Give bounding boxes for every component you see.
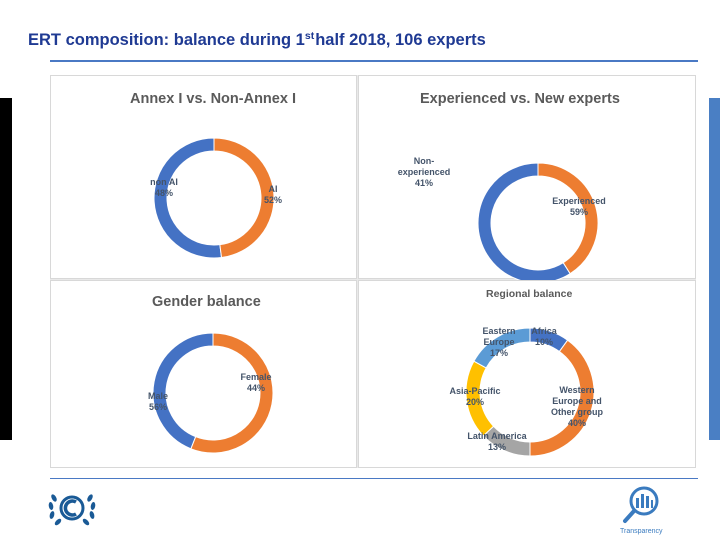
slice-non-experienced — [537, 162, 599, 275]
data-label-non-experienced: Non-experienced 41% — [398, 156, 451, 188]
data-label-ai: AI 52% — [264, 184, 282, 205]
experience-chart-panel: Experienced vs. New experts Experienced 59… — [358, 75, 696, 280]
slide-title: ERT composition: balance during 1sthalf … — [28, 30, 486, 50]
title-superscript: st — [304, 30, 315, 42]
left-edge-bar — [0, 98, 12, 440]
data-label-male: Male 56% — [148, 391, 168, 412]
data-label-experienced: Experienced 59% — [552, 196, 606, 217]
chart-title: Regional balance — [486, 288, 573, 300]
gender-chart-panel: Gender balance Female 44% Male 56% — [50, 280, 357, 468]
donut-chart-3: Gender balance Female 44% Male 56% — [148, 294, 274, 454]
slice-eastern-europe — [473, 327, 531, 369]
data-label-eastern-europe: Eastern Europe 17% — [482, 326, 515, 358]
data-label-africa: Africa 10% — [531, 326, 558, 347]
title-underline — [50, 60, 698, 62]
donut-chart-1: Annex I vs. Non-Annex I AI 52% non AI 48% — [130, 91, 296, 259]
annex-chart-panel: Annex I vs. Non-Annex I AI 52% non AI 48% — [50, 75, 357, 279]
slice-non-ai — [213, 137, 275, 259]
chart-title: Experienced vs. New experts — [420, 91, 620, 107]
regional-chart-panel: Regional balance Africa 10% Western Europe a… — [358, 280, 696, 468]
data-label-female: Female 44% — [240, 372, 271, 393]
charts-screenshot: Annex I vs. Non-Annex I AI 52% non AI 48% Ex… — [50, 75, 696, 468]
chart-title: Gender balance — [152, 294, 261, 310]
donut-chart-2: Experienced vs. New experts Experienced 59… — [398, 91, 620, 280]
right-edge-bar — [709, 98, 720, 440]
slice-ai — [153, 137, 223, 259]
slice-male — [190, 332, 274, 454]
unfccc-logo — [48, 494, 96, 526]
data-label-asia-pacific: Asia-Pacific 20% — [449, 386, 500, 407]
title-suffix: half 2018, 106 experts — [315, 31, 486, 49]
donut-chart-4: Regional balance Africa 10% Western Europe a… — [449, 288, 603, 457]
transparency-logo-text: Transparency — [620, 528, 663, 535]
data-label-western-europe-and-other-group: Western Europe and Other group 40% — [551, 385, 603, 428]
chart-title: Annex I vs. Non-Annex I — [130, 91, 296, 107]
data-label-latin-america: Latin America 13% — [467, 431, 527, 452]
title-prefix: ERT composition: balance during 1 — [28, 31, 305, 49]
slice-experienced — [477, 162, 571, 280]
transparency-logo — [623, 486, 659, 523]
data-label-non-ai: non AI 48% — [150, 177, 178, 198]
footer-rule — [50, 478, 698, 479]
